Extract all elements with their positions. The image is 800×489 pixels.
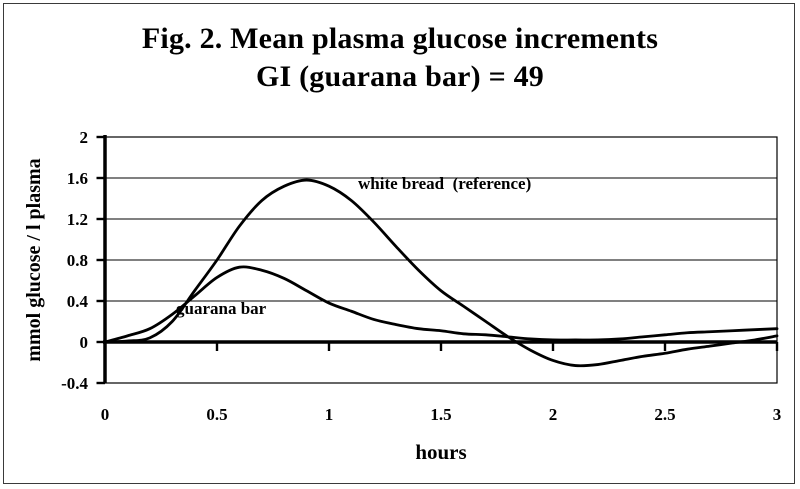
y-tick-label: 0.4 xyxy=(67,292,89,311)
y-tick-label: 0.8 xyxy=(67,251,88,270)
y-tick-label: 0 xyxy=(80,333,89,352)
figure-border xyxy=(3,3,795,484)
annotation-guarana-bar: guarana bar xyxy=(176,299,267,318)
x-tick-label: 2 xyxy=(549,405,558,424)
x-tick-label: 2.5 xyxy=(654,405,675,424)
x-tick-label: 1.5 xyxy=(430,405,451,424)
curve-guarana-bar xyxy=(103,265,779,344)
x-axis-title: hours xyxy=(415,440,467,464)
x-tick-label: 1 xyxy=(325,405,334,424)
x-tick-label: 0 xyxy=(101,405,110,424)
chart-subtitle: GI (guarana bar) = 49 xyxy=(256,60,544,93)
y-tick-label: 1.2 xyxy=(67,210,88,229)
chart-title: Fig. 2. Mean plasma glucose increments xyxy=(141,22,659,55)
x-tick-label: 0.5 xyxy=(206,405,227,424)
y-axis-title: mmol glucose / l plasma xyxy=(23,158,45,362)
y-tick-label: -0.4 xyxy=(61,374,88,393)
y-tick-label: 2 xyxy=(80,128,89,147)
curve-white-bread-reference xyxy=(103,178,779,368)
y-tick-label: 1.6 xyxy=(67,169,88,188)
x-tick-label: 3 xyxy=(773,405,782,424)
annotation-white-bread-reference: white bread (reference) xyxy=(358,174,532,193)
